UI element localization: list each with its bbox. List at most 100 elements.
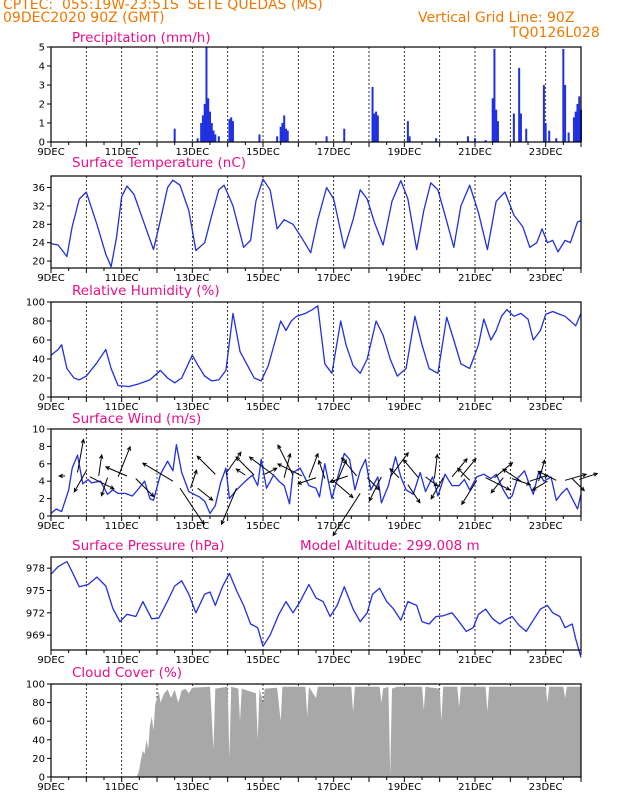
x-tick-label: 13DEC [175,521,209,532]
wind-arrow [407,484,421,504]
x-tick-label: 21DEC [458,521,492,532]
precip-bar [496,121,499,142]
wind-arrow [490,477,504,494]
x-tick-label: 19DEC [387,147,421,158]
precip-bar [212,130,215,142]
y-tick-label: 0 [39,773,45,784]
header-station: CPTEC: 055:19W-23:51S SETE QUEDAS (MS) [3,0,323,13]
y-tick-label: 20 [32,754,45,765]
x-tick-label: 15DEC [246,147,280,158]
precip-bar [375,111,378,142]
wind-arrow [456,467,471,481]
wind-arrow [579,472,599,480]
wind-arrow [571,478,585,492]
wind-arrow [389,451,409,478]
precip-bar [567,132,570,142]
x-tick-label: 15DEC [246,402,280,413]
wind-arrow [77,438,86,473]
wind-line [50,444,582,515]
wind-arrow [511,478,532,486]
y-tick-label: 60 [32,336,45,347]
y-tick-label: 20 [32,374,45,385]
precip-bar [495,109,498,142]
y-tick-label: 28 [32,220,45,231]
precip-bar [484,140,487,142]
x-tick-label: 19DEC [387,782,421,793]
precip-bar [284,128,287,142]
precip-bar [258,134,261,142]
x-tick-label: 15DEC [246,782,280,793]
wind-arrow [389,467,400,479]
x-tick-label: 21DEC [458,273,492,284]
precip-bar [542,85,545,142]
precip-bar [435,138,438,142]
x-tick-label: 23DEC [529,273,563,284]
panel-frame [50,46,582,143]
y-tick-label: 2 [39,100,45,111]
wind-arrow [197,487,214,501]
precip-bar [574,111,577,142]
x-tick-label: 9DEC [37,782,64,793]
wind-arrow [98,453,104,477]
x-tick-label: 15DEC [246,655,280,666]
y-tick-label: 969 [26,631,45,642]
x-tick-label: 17DEC [317,782,351,793]
temp-line [50,178,582,268]
wind-arrow [73,470,87,493]
y-tick-label: 4 [39,477,45,488]
y-tick-label: 0 [39,138,45,149]
wind-arrow [235,468,246,476]
wind-arrow [276,463,303,477]
wind-arrow [425,476,439,487]
precip-bar [518,67,521,142]
precip-bar [466,136,469,142]
wind-arrow [538,459,546,482]
precip-bar [491,98,494,142]
x-tick-label: 21DEC [458,655,492,666]
wind-arrow [451,457,468,478]
y-tick-label: 40 [32,355,45,366]
header-model-id: TQ0126L028 [510,25,600,41]
y-tick-label: 8 [39,442,45,453]
model-altitude-label: Model Altitude: 299.008 m [300,538,480,554]
wind-arrow [332,493,361,537]
panel-precip: 0 1 2 3 4 5 9DEC 11DEC 13DEC 15DEC 17DEC 19DEC 21DEC… [37,30,582,158]
precip-bar [406,121,409,142]
x-tick-label: 13DEC [175,147,209,158]
wind-arrow [331,479,354,499]
x-tick-label: 9DEC [37,655,64,666]
header-datetime: 09DEC2020 90Z (GMT) [3,10,165,26]
precip-bar [408,136,411,142]
panel-title: Cloud Cover (%) [72,665,182,681]
panel-cloud: 0 20 40 60 80 100 9DEC 11DEC 13DEC 15DEC 17DEC 19DE… [26,665,582,793]
y-tick-label: 0 [39,512,45,523]
precip-bar [196,138,199,142]
precip-bar [200,123,203,142]
precip-bar [555,138,558,142]
y-tick-label: 2 [39,494,45,505]
y-tick-label: 36 [32,183,45,194]
precip-bar [209,111,211,142]
wind-arrow [89,476,115,490]
y-tick-label: 40 [32,735,45,746]
wind-arrow [117,445,131,478]
panel-title: Surface Pressure (hPa) [72,538,225,554]
precip-bar [376,115,379,142]
x-tick-label: 17DEC [317,521,351,532]
precip-bar [373,113,376,142]
x-tick-label: 19DEC [387,273,421,284]
panel-frame [50,301,582,398]
y-tick-label: 60 [32,717,45,728]
wind-arrow [402,458,419,479]
y-tick-label: 100 [26,298,45,309]
wind-arrow [430,477,444,500]
precip-bar [230,117,233,142]
wind-arrow [141,462,174,482]
panel-frame [50,428,582,517]
x-tick-label: 11DEC [105,273,139,284]
x-tick-label: 23DEC [529,655,563,666]
x-tick-label: 17DEC [317,402,351,413]
wind-arrow [368,476,382,502]
precip-bar [371,86,374,142]
precip-bar [343,128,346,142]
